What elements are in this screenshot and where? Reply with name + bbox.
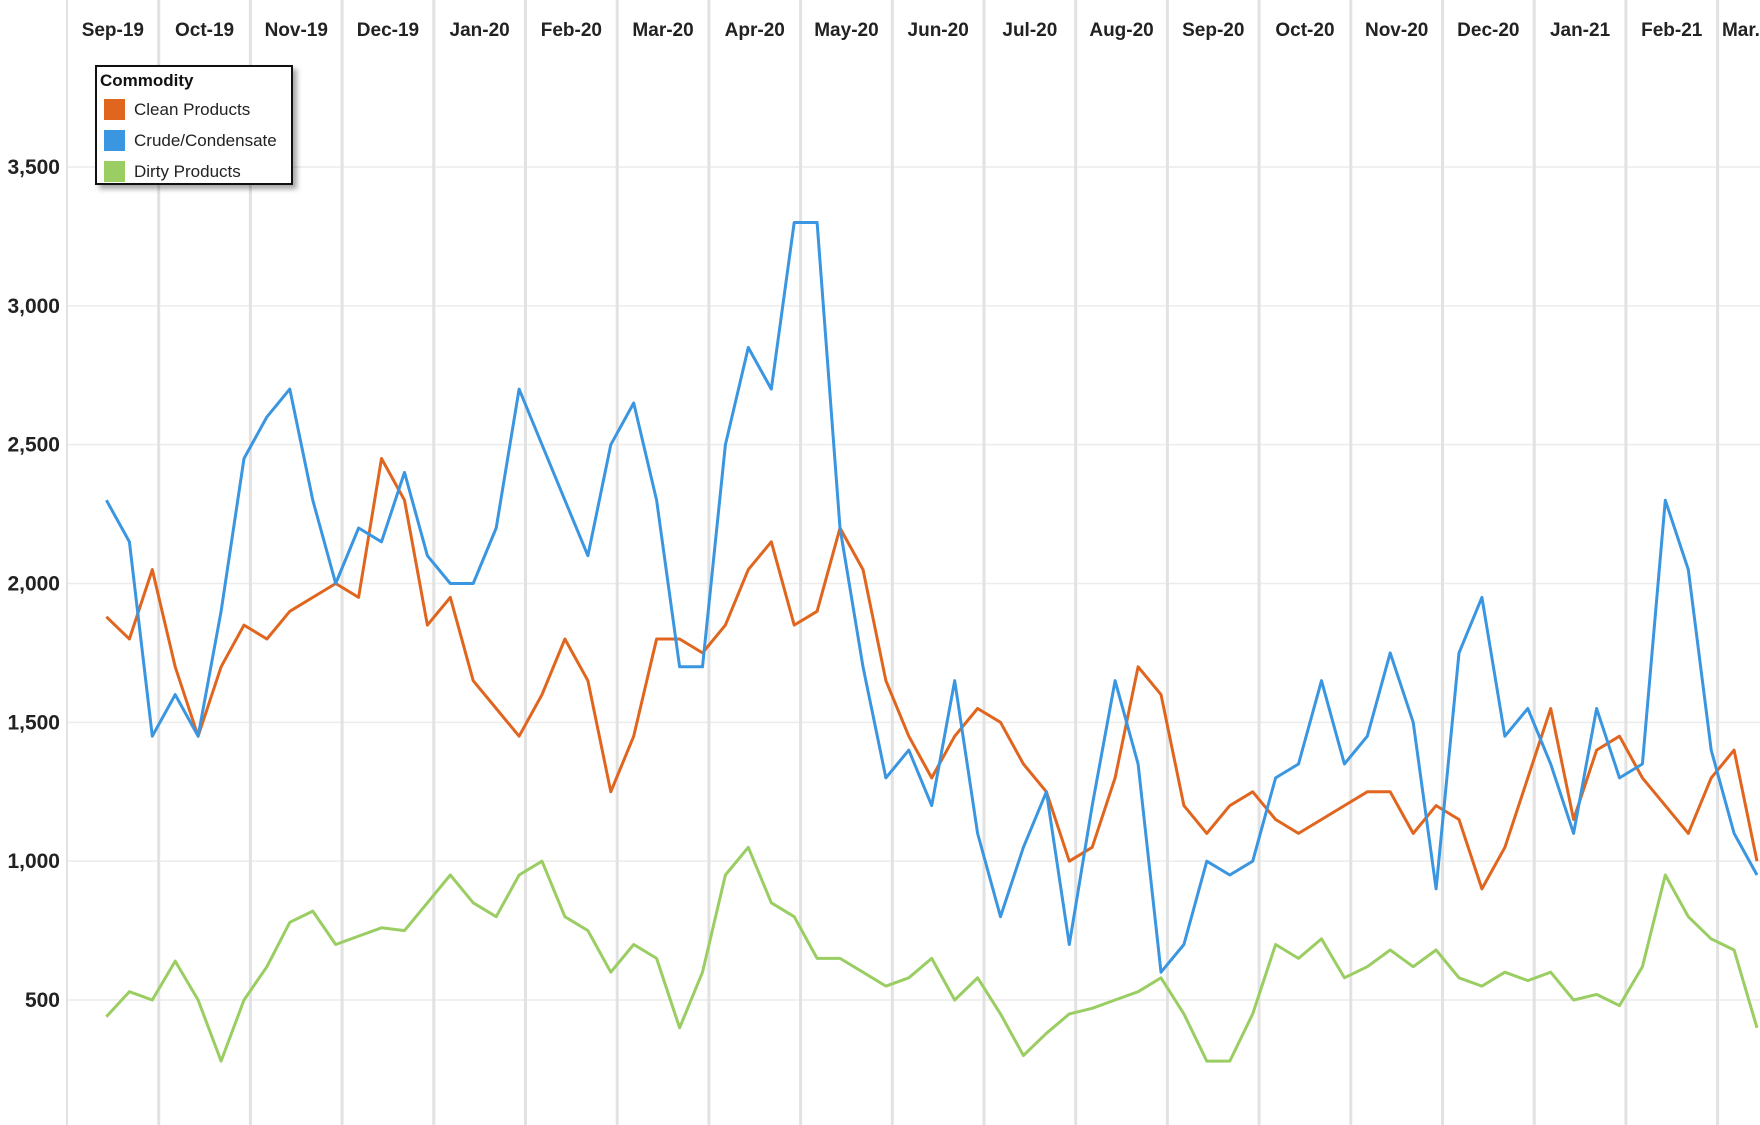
legend-swatch [104,99,125,120]
x-tick-label: Feb-20 [541,20,602,41]
x-tick-label: Jul-20 [1002,20,1057,41]
x-tick-label: Mar-20 [632,20,693,41]
legend-item-clean-products[interactable]: Clean Products [100,94,288,125]
series-line-crude-condensate [105,221,1759,974]
x-tick-label: Dec-19 [357,20,419,41]
x-tick-label: Oct-20 [1275,20,1334,41]
y-tick-label: 3,500 [7,156,60,179]
legend-label: Clean Products [134,99,251,119]
x-tick-label: Mar.. [1722,20,1760,41]
series-line-clean-products [105,457,1759,891]
legend: Commodity Clean Products Crude/Condensat… [95,65,293,185]
y-tick-label: 2,000 [7,573,60,596]
x-tick-label: Sep-20 [1182,20,1244,41]
legend-swatch [104,161,125,182]
y-tick-label: 1,000 [7,850,60,873]
x-tick-label: Nov-20 [1365,20,1428,41]
y-tick-label: 3,000 [7,295,60,318]
legend-item-dirty-products[interactable]: Dirty Products [100,156,288,187]
x-tick-label: Sep-19 [82,20,144,41]
x-tick-label: Oct-19 [175,20,234,41]
legend-title: Commodity [100,71,194,90]
x-tick-label: Nov-19 [265,20,328,41]
x-tick-label: Feb-21 [1641,20,1703,41]
y-tick-label: 500 [25,989,60,1012]
x-tick-label: Jan-20 [450,20,510,41]
series-line-dirty-products [105,845,1759,1063]
legend-item-crude-condensate[interactable]: Crude/Condensate [100,125,288,156]
x-tick-label: Jun-20 [908,20,969,41]
legend-label: Crude/Condensate [134,130,277,150]
y-tick-label: 1,500 [7,711,60,734]
x-tick-label: Jan-21 [1550,20,1611,41]
x-tick-label: Dec-20 [1457,20,1519,41]
y-tick-label: 2,500 [7,434,60,457]
legend-label: Dirty Products [134,161,241,181]
legend-swatch [104,130,125,151]
x-tick-label: Aug-20 [1089,20,1153,41]
x-tick-label: Apr-20 [725,20,785,41]
x-tick-label: May-20 [814,20,878,41]
